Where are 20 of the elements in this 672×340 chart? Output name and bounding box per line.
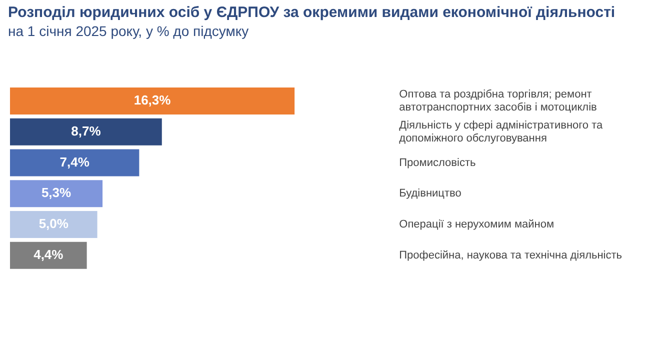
- bar: [10, 242, 87, 269]
- data-label: 7,4%: [60, 154, 90, 170]
- y-tick-label: Діяльність у сфері адміністративного та допоміжного обслуговування: [399, 119, 604, 145]
- chart-subtitle: на 1 січня 2025 року, у % до підсумку: [8, 23, 250, 39]
- y-tick-label: Професійна, наукова та технічна діяльність: [399, 249, 622, 262]
- y-tick-label: Оптова та роздрібна торгівля; ремонт автотранспортних засобів і мотоциклів: [399, 88, 598, 114]
- bar: [10, 211, 98, 238]
- bar: [10, 149, 140, 176]
- y-tick-label: Будівництво: [399, 188, 462, 200]
- data-label: 5,3%: [41, 185, 72, 200]
- bar: [10, 88, 295, 115]
- data-label: 16,3%: [134, 92, 172, 108]
- data-label: 5,0%: [38, 216, 69, 232]
- y-tick-label: Операції з нерухомим майном: [399, 218, 554, 231]
- bar: [10, 180, 103, 208]
- data-label: 8,7%: [71, 123, 102, 138]
- data-label: 4,4%: [34, 246, 64, 262]
- y-tick-label: Промисловість: [399, 156, 476, 169]
- bar: [10, 118, 162, 146]
- chart-title: Розподіл юридичних осіб у ЄДРПОУ за окремими видами економічної діяльності: [8, 4, 616, 21]
